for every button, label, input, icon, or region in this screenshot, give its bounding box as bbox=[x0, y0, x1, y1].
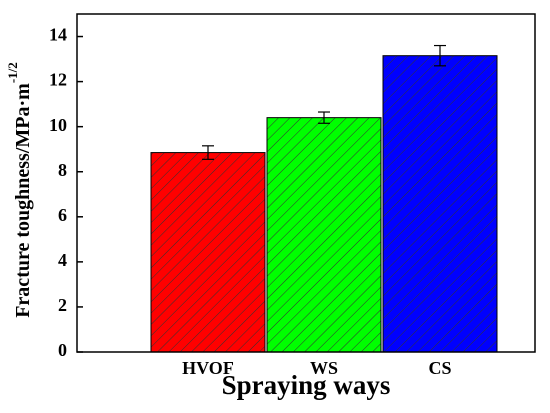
bar bbox=[382, 55, 498, 353]
error-bar bbox=[434, 44, 446, 67]
y-tick-label: 2 bbox=[58, 295, 67, 315]
x-tick-label: CS bbox=[428, 358, 451, 378]
x-axis-label: Spraying ways bbox=[222, 370, 391, 400]
error-bar bbox=[318, 111, 330, 124]
x-tick-label: HVOF bbox=[182, 358, 234, 378]
y-tick-label: 0 bbox=[58, 340, 67, 360]
bar bbox=[150, 152, 266, 353]
y-tick-label: 6 bbox=[58, 205, 67, 225]
bar bbox=[266, 117, 382, 353]
y-tick-label: 10 bbox=[49, 115, 67, 135]
y-tick-label: 14 bbox=[49, 25, 67, 45]
y-axis-label-main: Fracture toughness/MPa·m bbox=[12, 83, 34, 318]
plot-frame bbox=[76, 13, 536, 353]
y-tick-label: 12 bbox=[49, 70, 67, 90]
x-tick-label: WS bbox=[310, 358, 338, 378]
error-bar bbox=[202, 145, 214, 160]
y-tick-label: 8 bbox=[58, 160, 67, 180]
y-axis-label-superscript: -1/2 bbox=[5, 62, 20, 83]
y-axis-label: Fracture toughness/MPa·m-1/2 bbox=[5, 62, 34, 318]
y-tick-label: 4 bbox=[58, 250, 67, 270]
